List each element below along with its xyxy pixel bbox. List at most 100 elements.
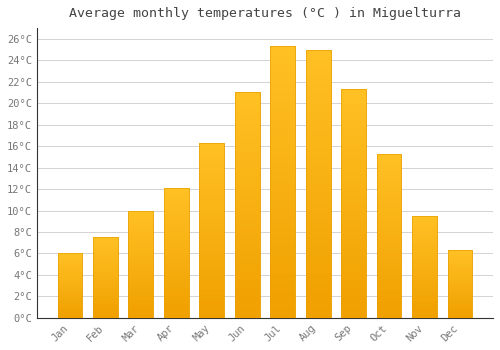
- Bar: [376, 154, 402, 159]
- Bar: [93, 294, 118, 296]
- Bar: [164, 227, 188, 231]
- Bar: [128, 214, 154, 218]
- Bar: [58, 281, 82, 284]
- Bar: [235, 220, 260, 228]
- Bar: [164, 236, 188, 240]
- Bar: [235, 205, 260, 213]
- Bar: [93, 313, 118, 315]
- Bar: [200, 166, 224, 172]
- Bar: [93, 272, 118, 275]
- Bar: [58, 256, 82, 258]
- Bar: [412, 219, 437, 223]
- Bar: [341, 272, 366, 280]
- Bar: [270, 146, 295, 155]
- Bar: [341, 287, 366, 295]
- Bar: [412, 274, 437, 277]
- Bar: [376, 208, 402, 214]
- Bar: [58, 253, 82, 318]
- Bar: [448, 264, 472, 266]
- Bar: [93, 248, 118, 251]
- Bar: [306, 282, 330, 291]
- Bar: [412, 226, 437, 230]
- Bar: [200, 271, 224, 277]
- Bar: [235, 130, 260, 138]
- Bar: [270, 110, 295, 119]
- Bar: [200, 201, 224, 207]
- Bar: [448, 250, 472, 252]
- Bar: [376, 268, 402, 274]
- Bar: [376, 252, 402, 258]
- Bar: [376, 313, 402, 318]
- Bar: [306, 49, 330, 58]
- Bar: [93, 302, 118, 304]
- Bar: [306, 264, 330, 273]
- Bar: [341, 295, 366, 303]
- Bar: [235, 160, 260, 168]
- Bar: [164, 210, 188, 214]
- Bar: [58, 273, 82, 275]
- Bar: [200, 260, 224, 265]
- Bar: [200, 254, 224, 260]
- Bar: [200, 195, 224, 201]
- Bar: [58, 277, 82, 279]
- Bar: [376, 154, 402, 318]
- Bar: [270, 128, 295, 137]
- Bar: [58, 292, 82, 294]
- Bar: [164, 296, 188, 301]
- Bar: [412, 233, 437, 236]
- Bar: [164, 309, 188, 314]
- Bar: [93, 261, 118, 264]
- Bar: [128, 300, 154, 303]
- Bar: [270, 74, 295, 83]
- Bar: [58, 260, 82, 262]
- Bar: [448, 268, 472, 271]
- Bar: [58, 253, 82, 256]
- Bar: [93, 270, 118, 272]
- Bar: [448, 302, 472, 304]
- Bar: [412, 230, 437, 233]
- Bar: [306, 300, 330, 309]
- Bar: [164, 197, 188, 201]
- Bar: [93, 256, 118, 259]
- Bar: [93, 296, 118, 299]
- Bar: [448, 288, 472, 291]
- Bar: [128, 236, 154, 239]
- Bar: [58, 279, 82, 281]
- Bar: [376, 241, 402, 247]
- Bar: [376, 219, 402, 225]
- Bar: [376, 258, 402, 263]
- Bar: [306, 49, 330, 318]
- Bar: [164, 188, 188, 318]
- Bar: [341, 112, 366, 120]
- Bar: [93, 237, 118, 318]
- Bar: [341, 265, 366, 272]
- Bar: [93, 253, 118, 256]
- Bar: [448, 255, 472, 257]
- Bar: [58, 258, 82, 260]
- Bar: [448, 307, 472, 309]
- Bar: [235, 265, 260, 273]
- Bar: [412, 216, 437, 318]
- Bar: [164, 188, 188, 318]
- Bar: [164, 279, 188, 283]
- Bar: [128, 246, 154, 250]
- Bar: [200, 143, 224, 318]
- Bar: [376, 187, 402, 192]
- Bar: [448, 273, 472, 275]
- Bar: [306, 58, 330, 68]
- Bar: [270, 155, 295, 164]
- Bar: [58, 253, 82, 318]
- Bar: [93, 237, 118, 318]
- Bar: [235, 168, 260, 175]
- Bar: [341, 158, 366, 166]
- Bar: [93, 243, 118, 245]
- Bar: [270, 182, 295, 191]
- Bar: [200, 312, 224, 318]
- Bar: [164, 288, 188, 292]
- Bar: [270, 218, 295, 228]
- Bar: [412, 287, 437, 290]
- Bar: [164, 301, 188, 305]
- Bar: [376, 203, 402, 208]
- Bar: [270, 46, 295, 55]
- Bar: [270, 173, 295, 182]
